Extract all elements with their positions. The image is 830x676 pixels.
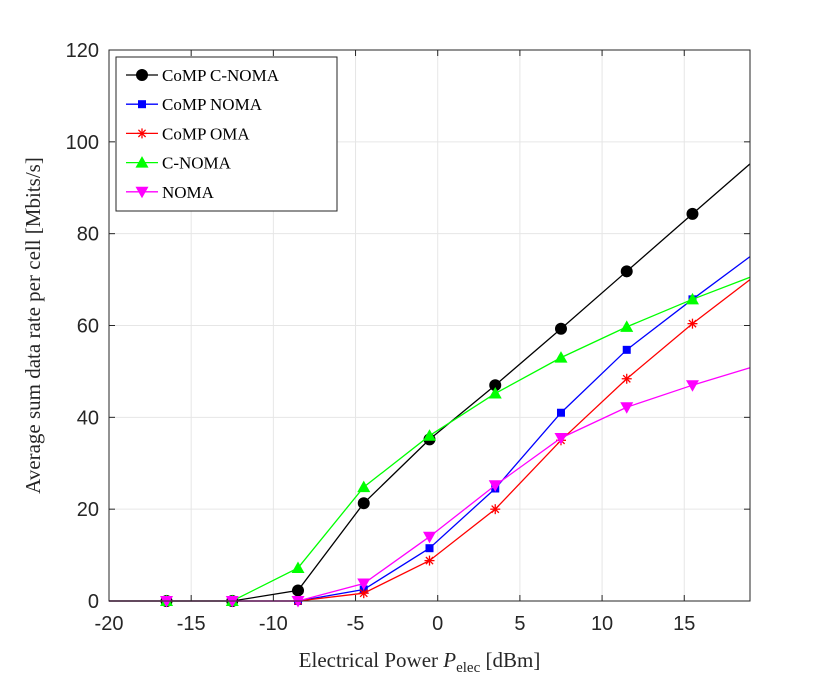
legend-marker-comp-oma-stroke (137, 129, 147, 138)
data-point-comp-c-noma (620, 265, 633, 278)
data-point-comp-oma (687, 318, 698, 329)
data-point-comp-c-noma-shape (292, 584, 305, 597)
data-point-noma-shape (357, 578, 371, 591)
x-tick-label: 0 (432, 613, 443, 635)
x-tick-label: 5 (514, 613, 525, 635)
y-tick-label: 80 (77, 224, 99, 246)
y-tick-label: 40 (77, 407, 99, 429)
data-point-comp-oma-stroke (688, 319, 697, 328)
data-point-comp-c-noma (292, 584, 305, 597)
data-point-c-noma-shape (357, 480, 371, 493)
data-point-noma (225, 596, 239, 608)
legend-label-comp-oma: CoMP OMA (162, 124, 250, 143)
data-point-comp-noma (556, 408, 565, 417)
data-point-comp-noma (425, 544, 434, 553)
x-axis-label-main: Electrical Power (299, 648, 444, 672)
data-point-comp-c-noma-shape (357, 497, 370, 510)
legend-label-comp-noma: CoMP NOMA (162, 95, 263, 114)
data-point-comp-oma-stroke (622, 374, 631, 383)
legend-marker-comp-c-noma (136, 69, 148, 81)
data-point-c-noma-shape (423, 429, 436, 441)
y-tick-label: 100 (66, 132, 99, 154)
legend-marker-comp-noma-shape (138, 100, 146, 109)
data-point-comp-c-noma-shape (620, 265, 633, 278)
data-point-comp-noma (622, 345, 631, 354)
data-point-comp-oma-stroke (425, 556, 434, 565)
data-point-c-noma-shape (488, 386, 502, 399)
data-point-comp-noma-shape (556, 408, 565, 417)
x-axis-label-unit: [dBm] (480, 648, 540, 672)
data-point-comp-c-noma (686, 207, 699, 220)
axis-ticks: -20 -15 -10 -5 0 5 10 15 0 20 40 60 80 100 120 (66, 40, 750, 635)
x-tick-label: -15 (177, 613, 206, 635)
data-point-noma-shape (291, 596, 305, 608)
data-point-noma (620, 402, 634, 414)
y-tick-label: 20 (77, 499, 99, 521)
data-point-c-noma-shape (620, 320, 634, 332)
x-tick-label: -5 (347, 613, 365, 635)
data-point-noma-shape (423, 531, 436, 544)
x-axis-label: Electrical Power Pelec [dBm] (299, 648, 541, 676)
y-tick-label: 120 (66, 40, 99, 62)
data-point-noma (291, 596, 305, 608)
data-point-comp-oma (490, 504, 501, 515)
legend-label-c-noma: C-NOMA (162, 154, 232, 173)
legend-marker-noma-shape (135, 186, 149, 199)
legend-marker-c-noma-shape (135, 156, 149, 168)
data-point-c-noma (423, 429, 436, 441)
data-point-comp-c-noma (357, 497, 370, 510)
data-point-noma-shape (160, 596, 174, 608)
data-point-c-noma-shape (291, 561, 305, 573)
data-point-c-noma (357, 480, 371, 493)
y-tick-label: 60 (77, 316, 99, 338)
data-point-noma (160, 596, 174, 608)
legend-label-comp-c-noma: CoMP C-NOMA (162, 66, 280, 85)
data-point-noma-shape (685, 380, 699, 392)
legend-label-noma: NOMA (162, 183, 215, 202)
data-point-c-noma (291, 561, 305, 573)
data-point-comp-c-noma-shape (554, 322, 567, 335)
data-point-comp-oma-stroke (491, 505, 500, 514)
data-point-noma (357, 578, 371, 591)
data-point-comp-noma-shape (622, 345, 631, 354)
data-point-c-noma (620, 320, 634, 332)
y-axis-label: Average sum data rate per cell [Mbits/s] (21, 157, 45, 494)
x-axis-label-subscript: elec (456, 660, 480, 676)
data-point-comp-c-noma-shape (686, 207, 699, 220)
data-point-noma-shape (225, 596, 239, 608)
data-point-c-noma (554, 351, 568, 363)
y-tick-label: 0 (88, 591, 99, 613)
x-tick-label: 15 (673, 613, 695, 635)
x-tick-label: 10 (591, 613, 613, 635)
data-point-c-noma (488, 386, 502, 399)
data-point-noma (685, 380, 699, 392)
data-point-noma-shape (488, 480, 502, 492)
data-point-c-noma-shape (554, 351, 568, 363)
legend-marker-comp-c-noma-shape (136, 69, 148, 81)
data-point-noma-shape (620, 402, 634, 414)
x-tick-label: -10 (259, 613, 288, 635)
legend-marker-comp-noma (138, 100, 146, 109)
data-point-noma (488, 480, 502, 492)
x-tick-label: -20 (95, 613, 124, 635)
data-point-noma-shape (554, 432, 568, 445)
data-point-noma (423, 531, 436, 544)
data-point-comp-noma-shape (425, 544, 434, 553)
data-point-comp-oma (621, 373, 632, 384)
legend: CoMP C-NOMA CoMP NOMA CoMP OMA C-NOMA NOMA (115, 56, 338, 212)
data-point-comp-c-noma (554, 322, 567, 335)
data-point-comp-oma (424, 555, 435, 566)
legend-marker-c-noma (135, 156, 149, 168)
data-point-noma (554, 432, 568, 445)
legend-marker-comp-oma (137, 128, 147, 139)
data-point-c-noma (685, 292, 699, 305)
legend-marker-noma (135, 186, 149, 199)
data-point-c-noma-shape (685, 292, 699, 305)
x-axis-label-variable: P (442, 648, 456, 672)
data-point-comp-oma-stroke (359, 589, 368, 598)
